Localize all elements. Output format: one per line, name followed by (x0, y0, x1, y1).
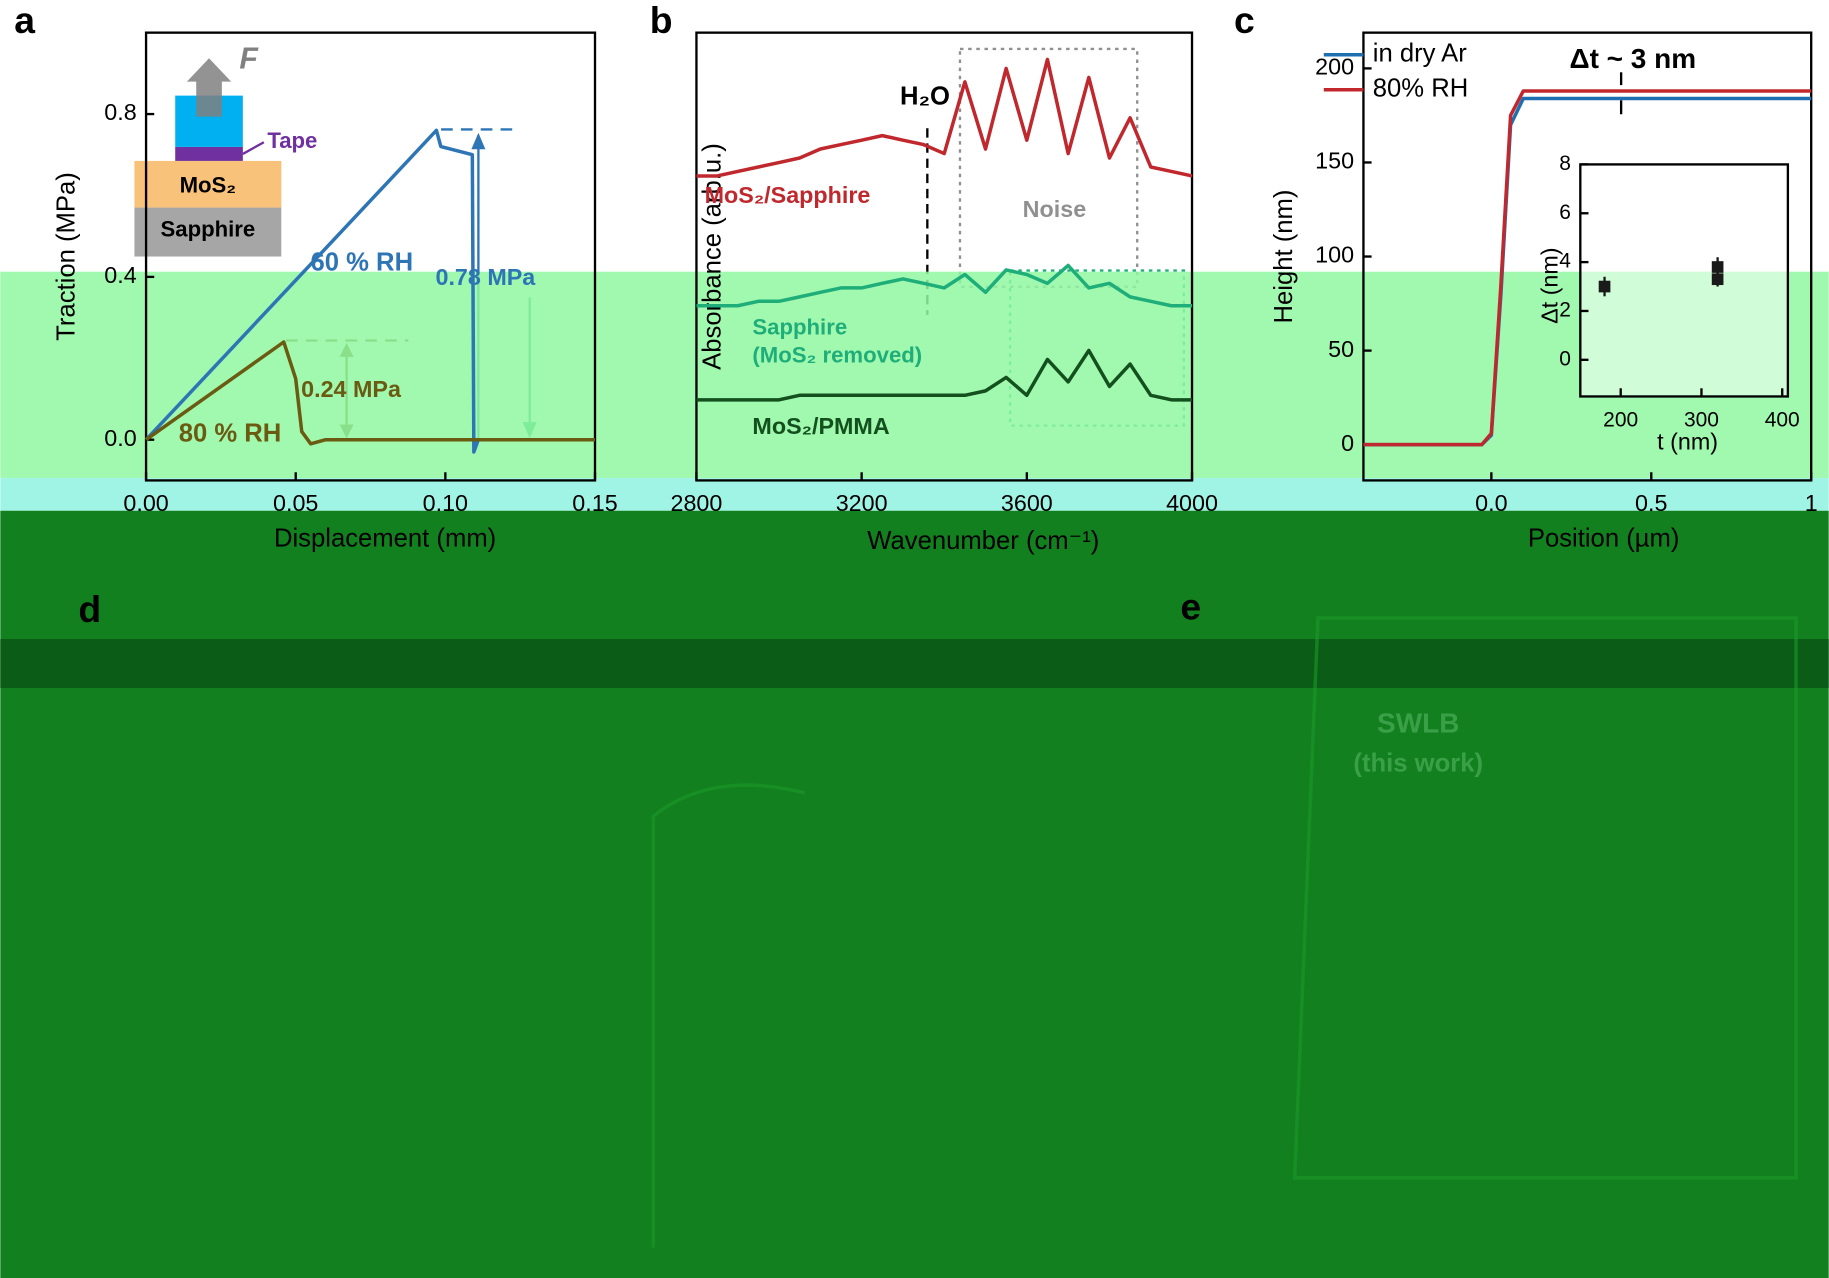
panel-label: b (650, 0, 673, 41)
x-tick-label: 0.5 (1635, 490, 1667, 516)
annotation: Sapphire (752, 315, 847, 340)
y-tick-label: 0 (1559, 347, 1571, 370)
plot-frame (1579, 163, 1790, 398)
overlay (0, 639, 1829, 688)
x-tick-label: 0.00 (123, 490, 168, 516)
annotation: Sapphire (160, 217, 255, 242)
panel-label: e (1180, 586, 1201, 628)
series-line (1363, 89, 1812, 447)
annotation: Tape (267, 128, 317, 153)
legend-label: in dry Ar (1373, 40, 1468, 68)
annotation: MoS₂/PMMA (752, 413, 889, 439)
annotation: F (239, 43, 259, 76)
y-tick-label: 4 (1559, 250, 1571, 273)
annotation: Δt ~ 3 nm (1570, 43, 1697, 74)
x-tick-label: 0.0 (1475, 490, 1507, 516)
x-tick-label: 400 (1765, 408, 1800, 431)
x-tick-label: 200 (1603, 408, 1638, 431)
y-axis-label: Δt (nm) (1536, 247, 1562, 323)
x-tick-label: 4000 (1166, 490, 1218, 516)
annotation: 0.24 MPa (301, 376, 402, 402)
y-axis-label: Absorbance (arb.u.) (699, 143, 727, 370)
y-tick-label: 100 (1315, 242, 1354, 268)
point (1711, 273, 1724, 286)
annotation: MoS₂ (180, 172, 237, 197)
schematic (134, 58, 282, 257)
overlay (0, 510, 1829, 1278)
x-axis-label: Displacement (mm) (274, 525, 496, 553)
panel-label: d (78, 588, 101, 630)
sapphire-block (134, 207, 282, 257)
x-tick-label: 0.10 (423, 490, 468, 516)
mos2-block (134, 160, 282, 208)
annotation: 60 % RH (310, 248, 413, 276)
y-axis-label: Height (nm) (1270, 190, 1298, 324)
series-line (145, 340, 595, 446)
series-line (696, 57, 1193, 178)
faint-shape (651, 783, 806, 1248)
x-tick-label: 0.05 (273, 490, 318, 516)
y-tick-label: 0.0 (104, 425, 136, 451)
panel-label: c (1234, 0, 1255, 41)
annotation: 0.78 MPa (435, 264, 536, 290)
x-tick-label: 0.15 (572, 490, 617, 516)
series-line (696, 263, 1193, 308)
y-tick-label: 0 (1341, 430, 1354, 456)
y-axis-label: Traction (MPa) (53, 172, 81, 341)
plot-frame (144, 31, 597, 482)
faint-shape (1292, 616, 1798, 1180)
y-tick-label: 0.8 (104, 99, 136, 125)
plot-frame (695, 31, 1194, 482)
annotation: H₂O (900, 83, 950, 111)
panel-label: a (14, 0, 35, 41)
x-axis-label: t (nm) (1657, 428, 1718, 454)
noise-box (958, 47, 1139, 289)
y-tick-label: 200 (1315, 54, 1354, 80)
series-line (696, 348, 1193, 402)
faint-text: SWLB (1377, 708, 1459, 739)
annotation: Noise (1023, 196, 1087, 222)
tape-block (175, 146, 243, 161)
overlay (0, 271, 1829, 479)
x-axis-label: Wavenumber (cm⁻¹) (867, 527, 1099, 555)
y-tick-label: 8 (1559, 152, 1571, 175)
x-tick-label: 1 (1805, 490, 1818, 516)
x-tick-label: 3200 (836, 490, 888, 516)
y-tick-label: 50 (1328, 336, 1354, 362)
y-tick-label: 6 (1559, 201, 1571, 224)
faint-text: (this work) (1353, 750, 1483, 778)
arrow-head (471, 132, 486, 150)
overlays (0, 271, 1829, 1278)
annotation: 80 % RH (179, 420, 282, 448)
overlay (0, 478, 1829, 511)
force-arrow (186, 58, 232, 117)
y-tick-label: 2 (1559, 299, 1571, 322)
annotation: (MoS₂ removed) (752, 343, 922, 368)
x-tick-label: 3600 (1001, 490, 1053, 516)
annotation: MoS₂/Sapphire (705, 182, 871, 208)
y-tick-label: 0.4 (104, 262, 136, 288)
point (1598, 280, 1611, 293)
x-axis-label: Position (µm) (1528, 525, 1680, 553)
point (1711, 261, 1724, 273)
y-tick-label: 150 (1315, 148, 1354, 174)
x-tick-label: 2800 (671, 490, 723, 516)
x-tick-label: 300 (1684, 408, 1719, 431)
tape-pointer (242, 141, 265, 155)
legend-label: 80% RH (1373, 75, 1468, 103)
